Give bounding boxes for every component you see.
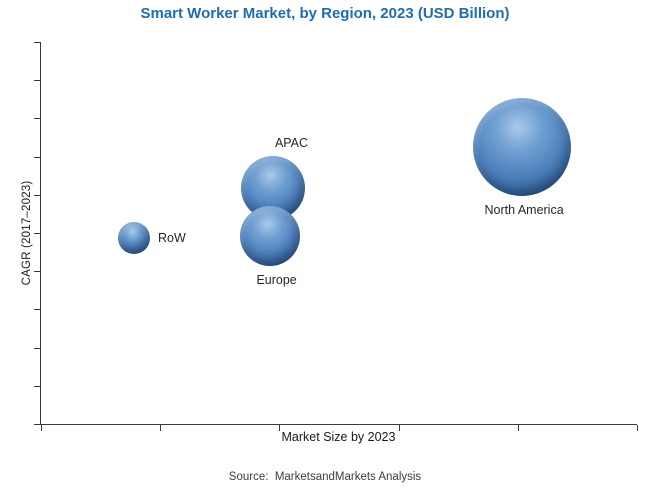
bubble-label-apac: APAC xyxy=(274,135,309,150)
y-axis-tick xyxy=(34,157,40,158)
bubble-north-america xyxy=(472,97,571,196)
chart-title: Smart Worker Market, by Region, 2023 (US… xyxy=(140,5,510,22)
y-axis-tick xyxy=(34,195,40,196)
y-axis-tick xyxy=(34,348,40,349)
y-axis-tick xyxy=(34,309,40,310)
bubble-europe xyxy=(240,206,301,267)
y-axis-tick xyxy=(34,424,40,425)
x-axis-tick xyxy=(160,425,161,431)
plot-area: RoW APAC Europe North America xyxy=(34,42,638,431)
bubble-label-row: RoW xyxy=(157,230,186,245)
y-axis-tick xyxy=(34,271,40,272)
x-axis-tick xyxy=(279,425,280,431)
y-axis-tick xyxy=(34,386,40,387)
y-axis-tick xyxy=(34,233,40,234)
y-axis-tick xyxy=(34,80,40,81)
y-axis-tick xyxy=(34,42,40,43)
y-axis-label: CAGR (2017–2023) xyxy=(21,180,33,286)
source-text: Source: MarketsandMarkets Analysis xyxy=(228,471,422,483)
x-axis-tick xyxy=(41,425,42,431)
x-axis-tick xyxy=(399,425,400,431)
x-axis-label: Market Size by 2023 xyxy=(281,430,396,444)
x-axis-tick xyxy=(518,425,519,431)
bubble-label-europe: Europe xyxy=(256,273,297,288)
y-axis-tick xyxy=(34,118,40,119)
bubble-label-north-america: North America xyxy=(484,202,564,217)
bubble-row xyxy=(117,221,150,254)
x-axis-tick xyxy=(637,425,638,431)
